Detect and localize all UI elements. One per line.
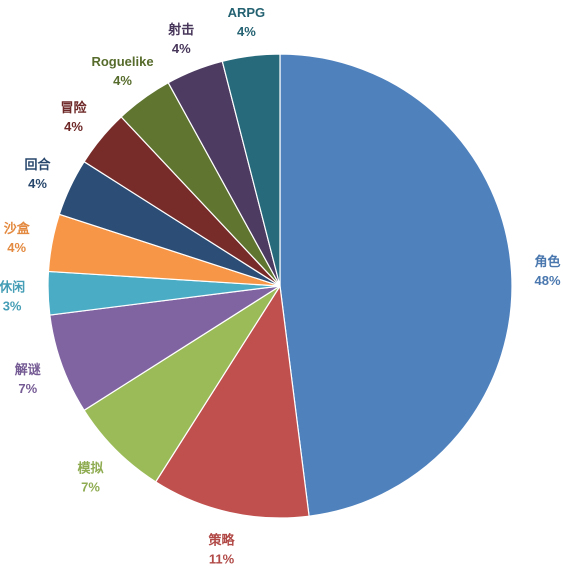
slice-value-slice-1: 48% <box>534 273 560 288</box>
slice-value-arpg: 4% <box>237 24 256 39</box>
slice-value-slice-6: 4% <box>7 240 26 255</box>
pie-labels: 角色 48% 策略 11% 模拟 7% 解谜 7% 休闲 3% 沙盒 4% 回合 4% 冒险 4% Roguel… <box>0 5 561 566</box>
slice-label-slice-1: 角色 <box>534 254 560 269</box>
slice-label-slice-8: 冒险 <box>60 100 87 115</box>
slice-value-slice-4: 7% <box>18 381 37 396</box>
slice-value-slice-3: 7% <box>81 480 100 495</box>
slice-label-roguelike: Roguelike <box>91 54 153 69</box>
slice-label-slice-4: 解谜 <box>14 362 42 377</box>
slice-label-slice-3: 模拟 <box>77 461 103 476</box>
slice-value-slice-10: 4% <box>172 41 191 56</box>
slice-value-slice-2: 11% <box>209 552 235 567</box>
slice-value-slice-7: 4% <box>28 176 47 191</box>
pie-slice-slice-1 <box>279 53 513 517</box>
slice-value-roguelike: 4% <box>113 73 132 88</box>
slice-value-slice-5: 3% <box>3 298 22 313</box>
slice-value-slice-8: 4% <box>64 119 83 134</box>
pie-slice-slice-2 <box>154 284 310 519</box>
slice-label-slice-5: 休闲 <box>0 279 25 294</box>
pie-slices <box>47 53 513 519</box>
pie-slice-slice-4 <box>49 285 281 412</box>
pie-slice-slice-3 <box>83 285 281 483</box>
slice-label-slice-2: 策略 <box>208 533 235 548</box>
pie-slice-arpg <box>221 53 281 287</box>
slice-label-arpg: ARPG <box>228 5 266 20</box>
slice-label-slice-6: 沙盒 <box>4 221 31 236</box>
slice-label-slice-7: 回合 <box>24 157 51 172</box>
slice-label-slice-10: 射击 <box>167 22 194 37</box>
